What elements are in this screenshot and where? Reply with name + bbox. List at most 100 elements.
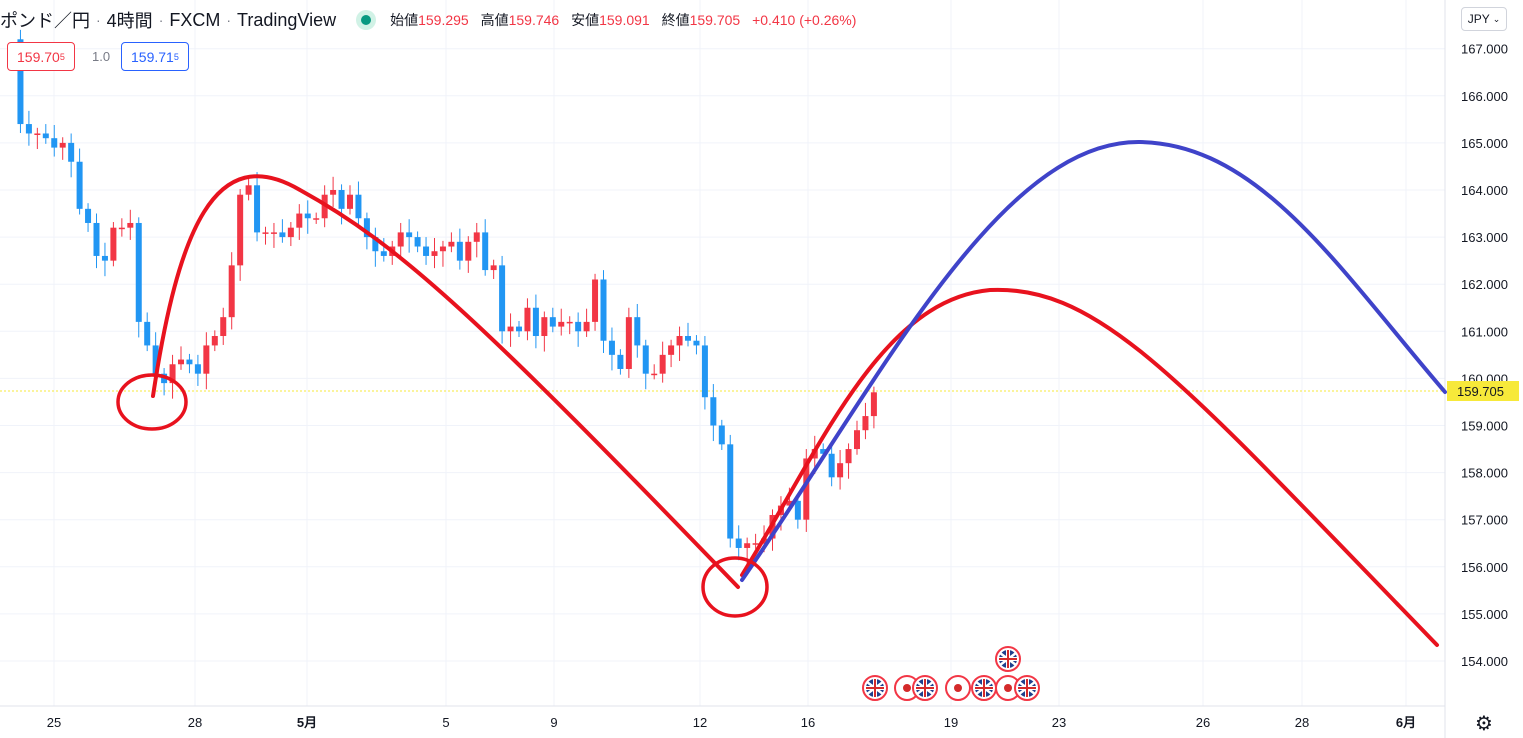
candle-body	[718, 425, 725, 445]
ohlc-values: 始値159.295 高値159.746 安値159.091 終値159.705 …	[390, 10, 856, 30]
exchange: FXCM	[169, 9, 221, 30]
candle-body	[304, 213, 311, 219]
time-tick-label: 6月	[1396, 715, 1416, 730]
candle-body	[651, 373, 658, 376]
candle-body	[423, 246, 430, 256]
symbol-name[interactable]: ポンド／円	[0, 11, 90, 31]
currency-dropdown[interactable]: JPY ⌄	[1461, 7, 1507, 31]
candle-body	[313, 218, 320, 220]
separator: ·	[96, 12, 101, 28]
candle-body	[347, 194, 353, 209]
candle-body	[608, 340, 615, 355]
candle-body	[701, 345, 708, 398]
candle-body	[110, 227, 117, 261]
red-arc-1	[151, 174, 740, 589]
candle-body	[794, 500, 801, 520]
candle-body	[270, 232, 277, 234]
candle-body	[76, 161, 83, 209]
candle-body	[363, 218, 370, 238]
candle-body	[854, 430, 860, 450]
candle-body	[592, 279, 599, 322]
candle-body	[575, 321, 582, 332]
price-tick-label: 156.000	[1461, 560, 1508, 575]
candle-body	[178, 359, 184, 365]
price-tick-label: 162.000	[1461, 277, 1508, 292]
settings-gear-icon[interactable]: ⚙	[1475, 712, 1493, 735]
candle-body	[59, 142, 66, 148]
price-tick-label: 167.000	[1461, 42, 1508, 57]
candle-body	[710, 397, 717, 426]
candle-body	[820, 449, 827, 454]
currency-label: JPY	[1467, 12, 1490, 26]
price-tick-label: 165.000	[1461, 136, 1508, 151]
candle-body	[473, 232, 480, 242]
candle-body	[127, 222, 134, 228]
candle-body	[135, 222, 142, 322]
time-tick-label: 5	[442, 715, 449, 730]
candle-body	[465, 241, 472, 261]
candle-body	[659, 354, 666, 374]
low-circle-1	[116, 373, 188, 431]
candle-body	[85, 208, 92, 223]
candle-body	[490, 265, 497, 271]
market-status-icon[interactable]	[356, 10, 377, 30]
uk-flag-event-icon[interactable]	[995, 646, 1021, 672]
candle-body	[456, 241, 463, 261]
uk-flag-event-icon[interactable]	[862, 675, 888, 701]
candle-body	[330, 190, 337, 195]
jp-flag-event-icon[interactable]	[894, 675, 920, 701]
time-tick-label: 12	[693, 715, 707, 730]
close-label: 終値	[661, 12, 690, 28]
candle-body	[642, 345, 649, 374]
candle-body	[118, 227, 125, 230]
low-value: 159.091	[599, 12, 650, 28]
time-tick-label: 5月	[297, 715, 317, 730]
candle-body	[617, 354, 624, 369]
candle-body	[482, 232, 489, 271]
candle-body	[287, 227, 294, 238]
chevron-down-icon: ⌄	[1492, 13, 1501, 24]
chart-grid	[0, 0, 1445, 706]
candle-body	[355, 194, 362, 219]
price-tick-label: 154.000	[1461, 654, 1508, 669]
time-tick-label: 26	[1196, 715, 1210, 730]
jp-flag-event-icon[interactable]	[945, 675, 971, 701]
buy-price-pip: 5	[173, 51, 179, 62]
candle-body	[803, 458, 810, 520]
change-value: +0.410 (+0.26%)	[752, 12, 857, 28]
candle-body	[516, 326, 522, 332]
candle-body	[744, 543, 751, 548]
candle-body	[837, 463, 844, 478]
candle-body	[397, 232, 404, 247]
price-tick-label: 157.000	[1461, 513, 1508, 528]
candle-body	[549, 317, 556, 327]
open-label: 始値	[390, 12, 419, 28]
sell-price: 159.70	[17, 48, 60, 65]
red-arc-2	[740, 287, 1439, 647]
low-circle-2	[701, 556, 769, 618]
uk-flag-event-icon[interactable]	[912, 675, 938, 701]
time-tick-label: 16	[801, 715, 815, 730]
price-tick-label: 161.000	[1461, 324, 1508, 339]
candle-body	[186, 359, 193, 365]
close-value: 159.705	[689, 12, 741, 28]
candle-body	[169, 364, 176, 384]
candle-body	[220, 317, 227, 337]
sell-button[interactable]: 159.70 5	[7, 42, 75, 71]
uk-flag-event-icon[interactable]	[1014, 675, 1040, 701]
candle-body	[532, 307, 539, 337]
candle-body	[862, 416, 869, 431]
interval[interactable]: 4時間	[106, 11, 153, 31]
uk-flag-event-icon[interactable]	[971, 675, 997, 701]
candle-body	[101, 255, 108, 261]
candle-body	[693, 340, 700, 346]
candle-body	[727, 444, 734, 539]
price-tick-label: 163.000	[1461, 230, 1508, 245]
candle-body	[34, 133, 41, 135]
blue-arc	[740, 139, 1447, 582]
time-tick-label: 28	[188, 715, 202, 730]
candle-body	[870, 392, 877, 417]
buy-button[interactable]: 159.71 5	[121, 42, 189, 71]
candle-body	[507, 326, 514, 332]
